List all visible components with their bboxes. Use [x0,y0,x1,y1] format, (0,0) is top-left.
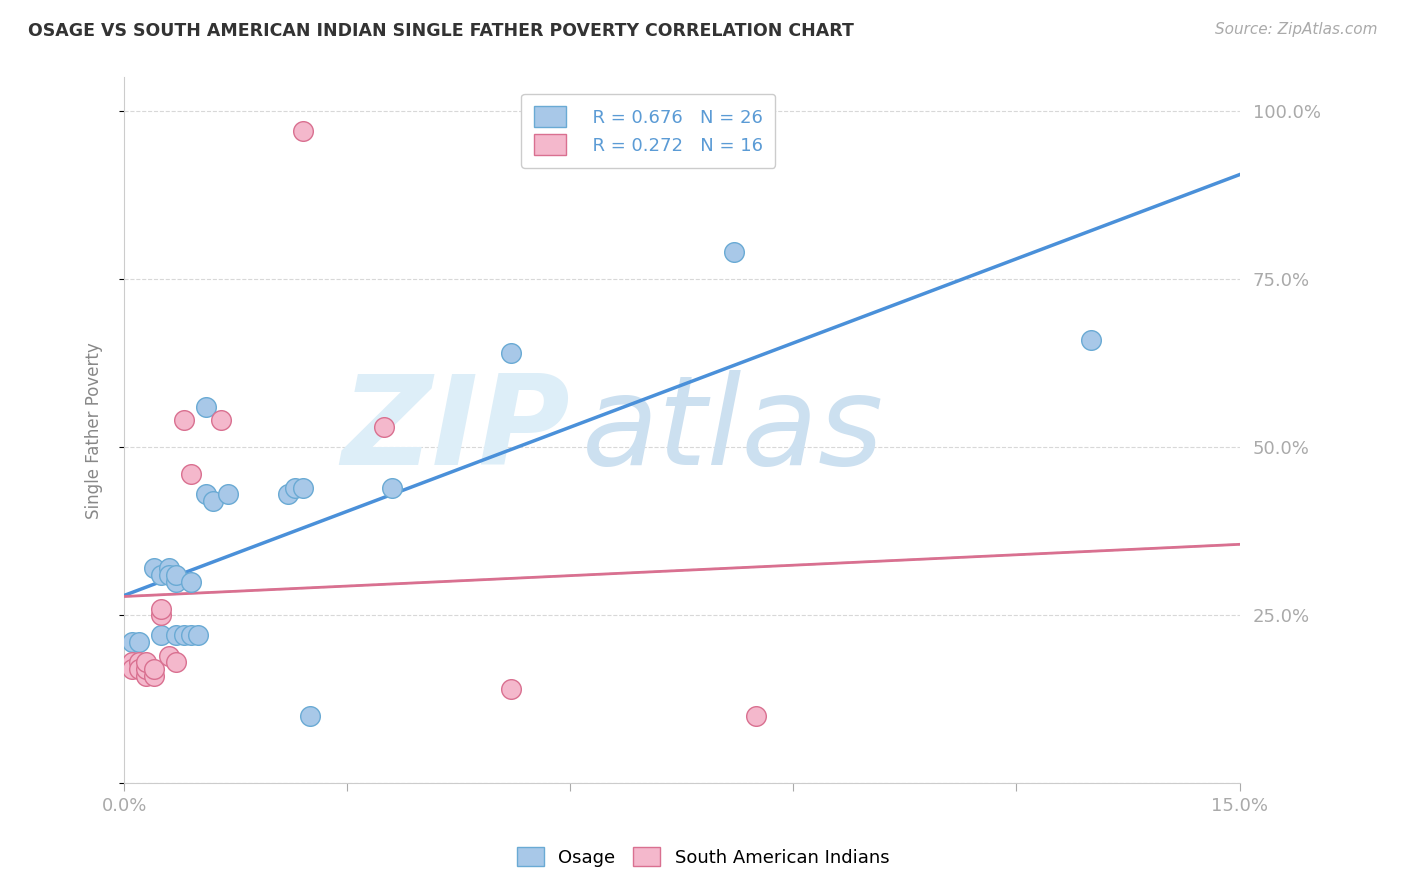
Point [745,709,768,723]
Point [135,669,157,683]
Point [121,662,143,676]
Point [150,601,173,615]
Point [128,656,150,670]
Point [180,628,202,642]
Point [157,648,180,663]
Point [142,662,165,676]
Point [157,561,180,575]
Point [217,487,239,501]
Point [135,662,157,676]
Legend: Osage, South American Indians: Osage, South American Indians [509,840,897,874]
Point [165,628,187,642]
Point [165,568,187,582]
Point [1080,333,1102,347]
Point [150,628,173,642]
Point [202,494,225,508]
Point [121,656,143,670]
Point [284,481,307,495]
Point [180,574,202,589]
Point [209,413,232,427]
Point [157,568,180,582]
Point [142,561,165,575]
Point [150,568,173,582]
Point [180,467,202,482]
Point [499,346,522,360]
Point [381,481,404,495]
Point [150,608,173,623]
Point [142,669,165,683]
Point [299,709,322,723]
Point [173,413,195,427]
Point [165,574,187,589]
Point [135,656,157,670]
Point [277,487,299,501]
Point [165,656,187,670]
Point [128,635,150,649]
Point [291,481,314,495]
Y-axis label: Single Father Poverty: Single Father Poverty [86,342,103,519]
Text: atlas: atlas [582,370,883,491]
Legend:   R = 0.676   N = 26,   R = 0.272   N = 16: R = 0.676 N = 26, R = 0.272 N = 16 [522,94,776,168]
Point [194,400,217,414]
Point [187,628,209,642]
Point [723,245,745,260]
Text: ZIP: ZIP [342,370,571,491]
Text: Source: ZipAtlas.com: Source: ZipAtlas.com [1215,22,1378,37]
Text: OSAGE VS SOUTH AMERICAN INDIAN SINGLE FATHER POVERTY CORRELATION CHART: OSAGE VS SOUTH AMERICAN INDIAN SINGLE FA… [28,22,853,40]
Point [291,124,314,138]
Point [173,628,195,642]
Point [194,487,217,501]
Point [499,682,522,697]
Point [121,635,143,649]
Point [128,662,150,676]
Point [373,420,395,434]
